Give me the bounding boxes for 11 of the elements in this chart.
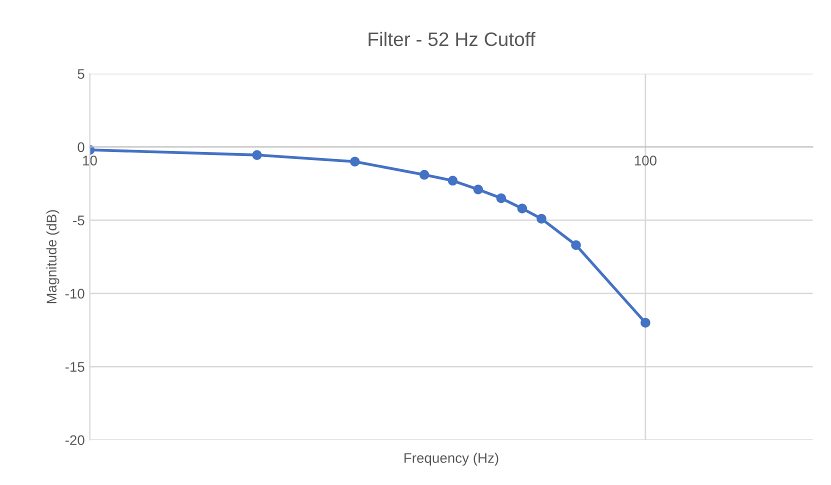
y-tick-label: -5 — [73, 216, 84, 226]
y-tick-label: -20 — [65, 435, 84, 446]
chart-title: Filter - 52 Hz Cutoff — [368, 32, 536, 46]
y-tick-label: -10 — [65, 288, 84, 299]
y-tick-label: -15 — [65, 362, 84, 372]
x-tick-label: 10 — [83, 156, 97, 166]
x-axis-title: Frequency (Hz) — [404, 452, 498, 466]
y-tick-label: 5 — [78, 69, 84, 79]
y-axis-title: Magnitude (dB) — [46, 210, 60, 304]
y-tick-label: 0 — [78, 142, 84, 152]
x-tick-label: 100 — [634, 156, 656, 166]
